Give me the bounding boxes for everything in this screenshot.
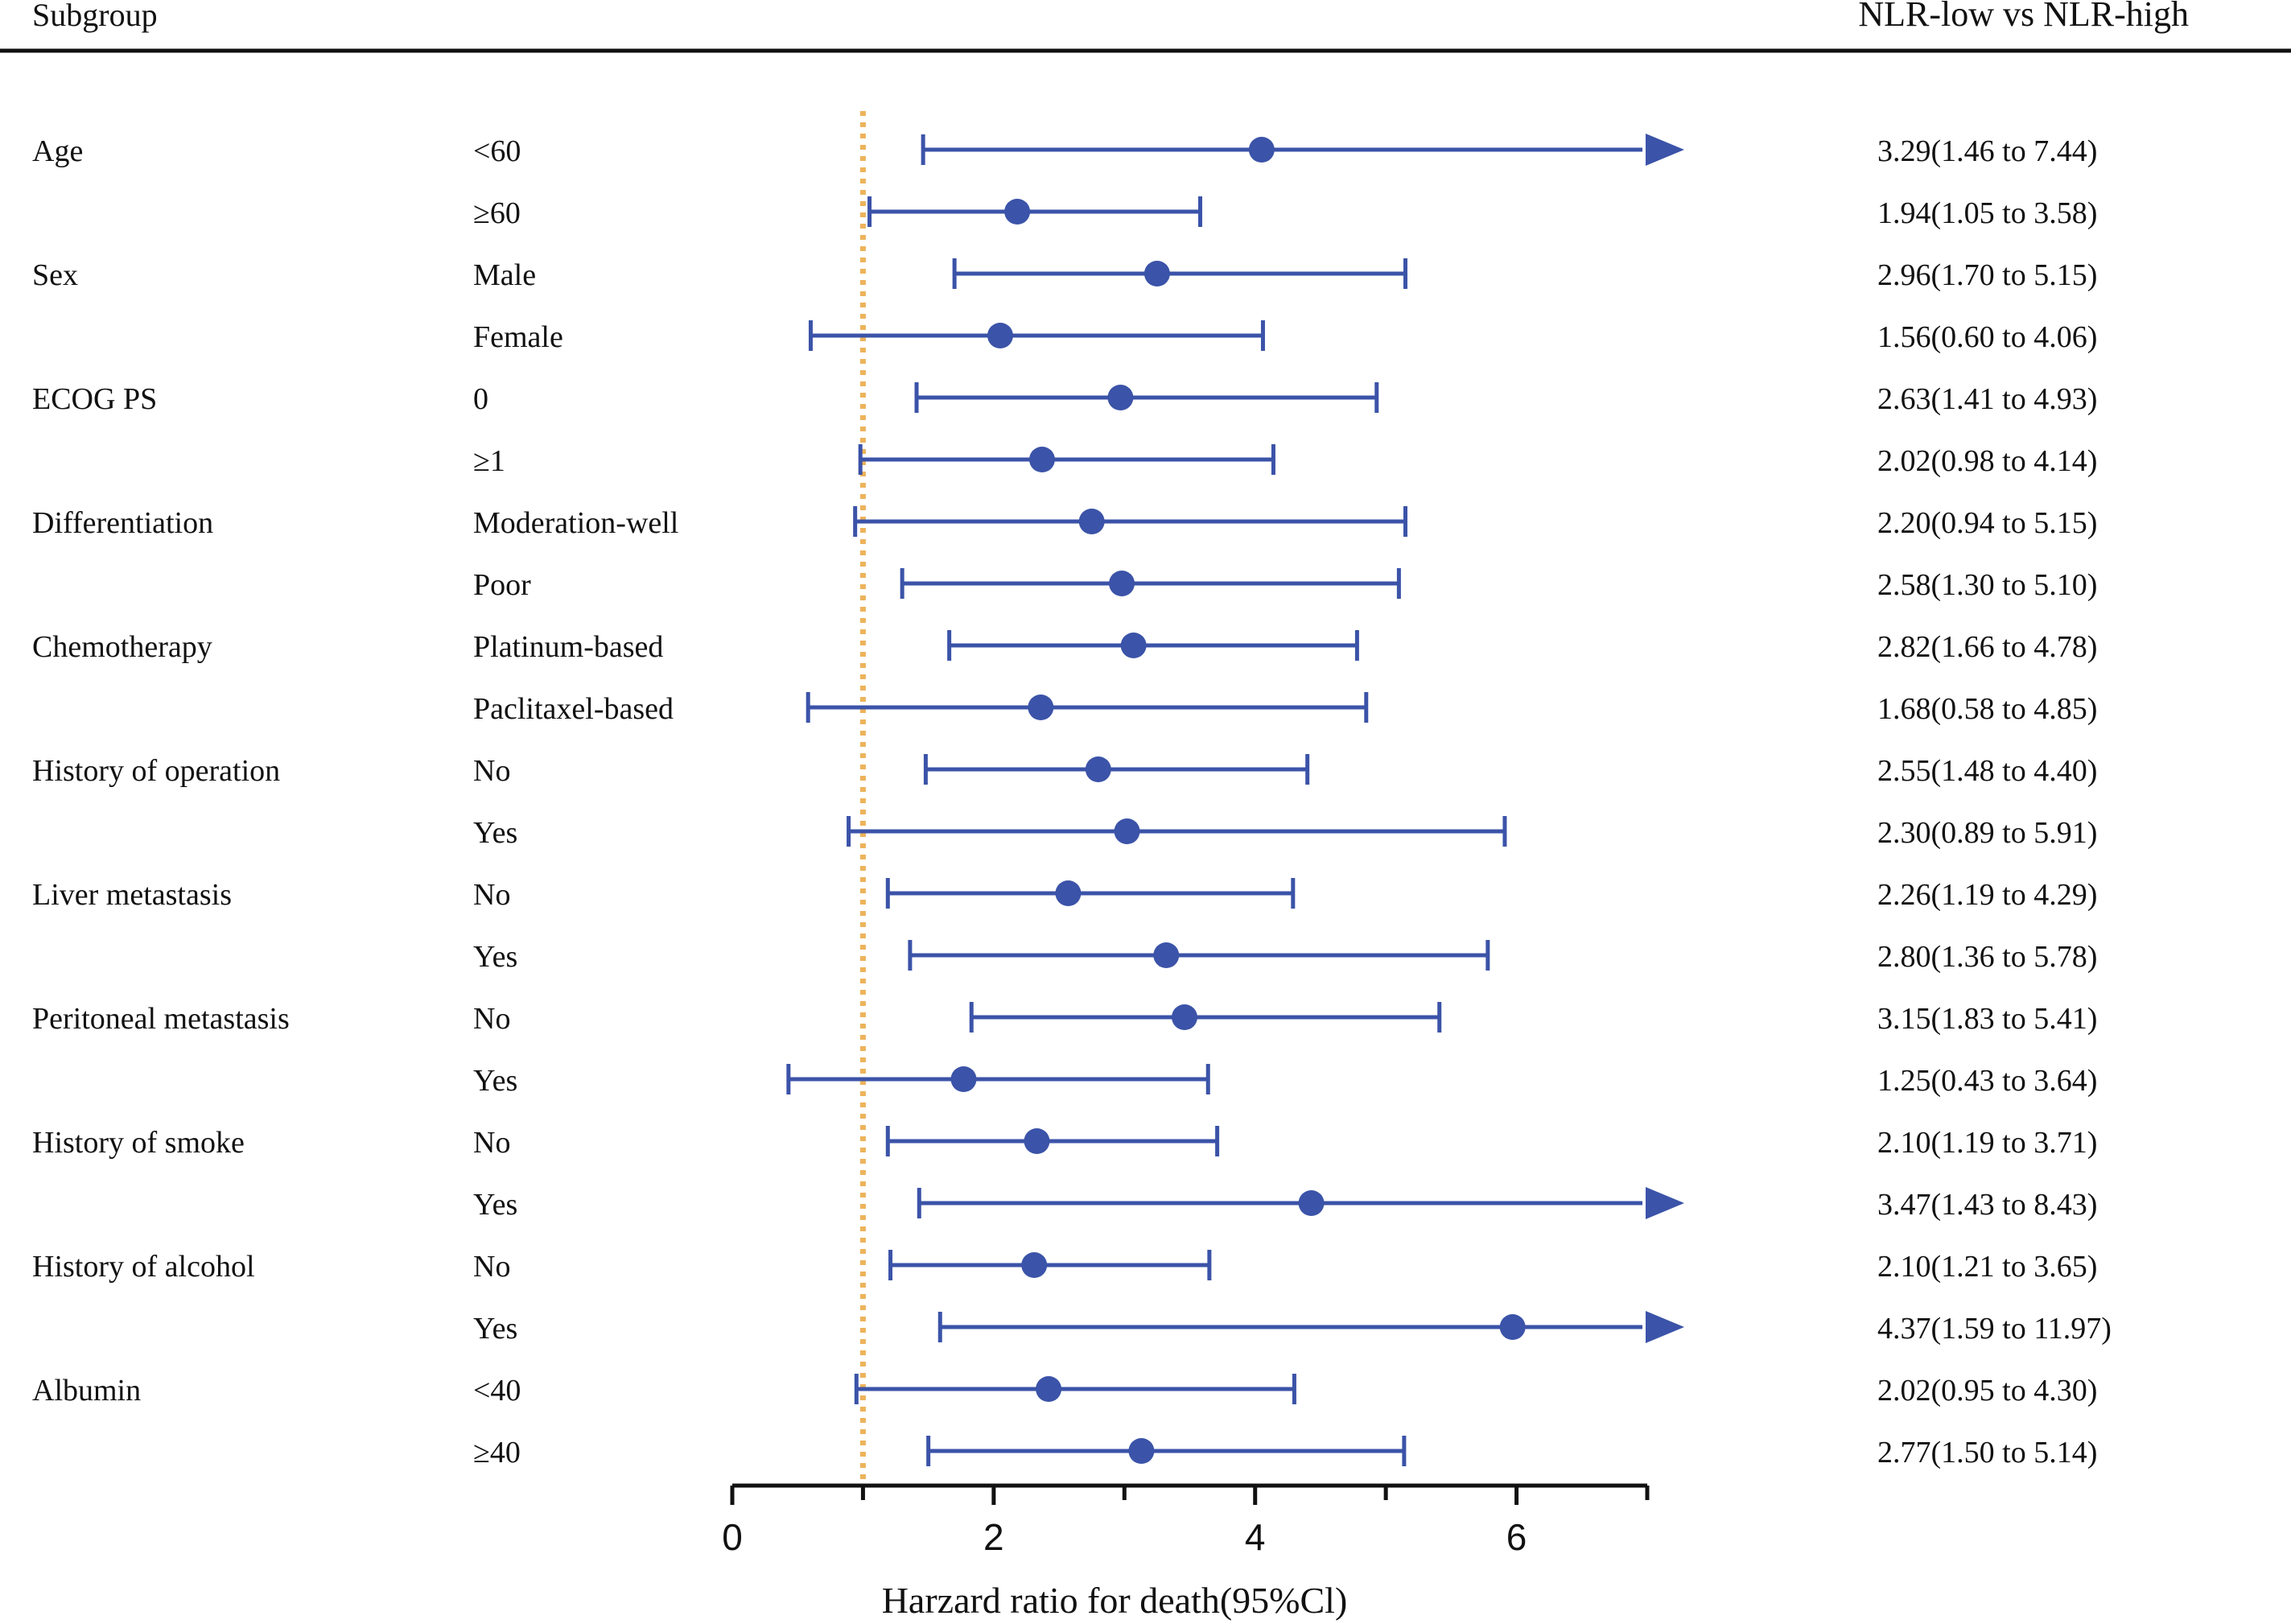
ci-arrow xyxy=(1646,1311,1684,1343)
x-tick-label: 4 xyxy=(1245,1516,1266,1558)
group-label: History of alcohol xyxy=(32,1250,255,1284)
hr-value: 4.37(1.59 to 11.97) xyxy=(1877,1312,2112,1346)
hr-value: 2.20(0.94 to 5.15) xyxy=(1877,506,2097,540)
header-subgroup: Subgroup xyxy=(32,0,158,33)
hr-value: 1.68(0.58 to 4.85) xyxy=(1877,692,2097,726)
point-estimate xyxy=(1085,756,1111,782)
subgroup-label: Platinum-based xyxy=(473,630,663,664)
subgroup-label: Paclitaxel-based xyxy=(473,692,674,726)
hr-value: 2.80(1.36 to 5.78) xyxy=(1877,940,2097,974)
hr-value: 1.25(0.43 to 3.64) xyxy=(1877,1064,2097,1098)
subgroup-label: <40 xyxy=(473,1374,521,1408)
subgroup-label: 0 xyxy=(473,382,488,416)
point-estimate xyxy=(1298,1190,1325,1216)
hr-value: 1.56(0.60 to 4.06) xyxy=(1877,320,2097,354)
point-estimate xyxy=(1004,199,1031,225)
subgroup-label: No xyxy=(473,1126,510,1160)
subgroup-label: Yes xyxy=(473,816,517,850)
subgroup-label: Yes xyxy=(473,940,517,974)
ci-arrow xyxy=(1646,1187,1684,1219)
hr-value: 2.10(1.19 to 3.71) xyxy=(1877,1126,2097,1160)
group-label: Differentiation xyxy=(32,506,213,540)
hr-value: 3.47(1.43 to 8.43) xyxy=(1877,1188,2097,1222)
group-label: Peritoneal metastasis xyxy=(32,1002,290,1036)
point-estimate xyxy=(1021,1252,1048,1278)
subgroup-label: <60 xyxy=(473,134,521,168)
header-comparison: NLR-low vs NLR-high xyxy=(1858,0,2189,34)
hr-value: 2.82(1.66 to 4.78) xyxy=(1877,630,2097,664)
group-label: History of smoke xyxy=(32,1126,245,1160)
hr-value: 2.96(1.70 to 5.15) xyxy=(1877,258,2097,292)
group-label: Chemotherapy xyxy=(32,630,212,664)
point-estimate xyxy=(1109,571,1135,596)
point-estimate xyxy=(950,1066,977,1092)
subgroup-label: Yes xyxy=(473,1188,517,1222)
hr-value: 3.29(1.46 to 7.44) xyxy=(1877,134,2097,168)
group-label: History of operation xyxy=(32,754,280,788)
point-estimate xyxy=(1499,1314,1526,1340)
subgroup-label: No xyxy=(473,1002,510,1036)
subgroup-label: Moderation-well xyxy=(473,506,678,540)
hr-value: 2.02(0.98 to 4.14) xyxy=(1877,444,2097,478)
subgroup-label: No xyxy=(473,878,510,912)
hr-value: 2.58(1.30 to 5.10) xyxy=(1877,568,2097,602)
subgroup-label: Yes xyxy=(473,1312,517,1346)
x-axis: 0 2 4 6 xyxy=(722,1483,1650,1558)
hr-value: 2.63(1.41 to 4.93) xyxy=(1877,382,2097,416)
subgroup-label: Female xyxy=(473,320,563,354)
subgroup-label: Yes xyxy=(473,1064,517,1098)
point-estimate xyxy=(1114,818,1140,844)
subgroup-label: No xyxy=(473,1250,510,1284)
group-label: Liver metastasis xyxy=(32,878,232,912)
x-tick-label: 0 xyxy=(722,1516,743,1558)
point-estimate xyxy=(1024,1128,1050,1154)
point-estimate xyxy=(1248,137,1275,163)
point-estimate xyxy=(1128,1438,1155,1464)
hr-value: 2.02(0.95 to 4.30) xyxy=(1877,1374,2097,1408)
point-estimate xyxy=(1078,509,1105,534)
point-estimate xyxy=(1120,633,1147,658)
x-tick-label: 2 xyxy=(983,1516,1004,1558)
hr-value: 1.94(1.05 to 3.58) xyxy=(1877,196,2097,230)
hr-value: 2.26(1.19 to 4.29) xyxy=(1877,878,2097,912)
point-estimate xyxy=(1028,447,1055,472)
point-estimate xyxy=(1028,695,1054,720)
subgroup-label: No xyxy=(473,754,510,788)
hr-value: 2.55(1.48 to 4.40) xyxy=(1877,754,2097,788)
point-estimate xyxy=(1036,1376,1062,1402)
point-estimate xyxy=(1107,385,1134,410)
point-estimate xyxy=(1055,880,1082,906)
rows-layer: Age <60 3.29(1.46 to 7.44) ≥60 1.94(1.05 to … xyxy=(32,134,2112,1469)
ci-arrow xyxy=(1646,134,1684,166)
x-tick-label: 6 xyxy=(1506,1516,1527,1558)
point-estimate xyxy=(1143,261,1170,286)
point-estimate xyxy=(987,323,1013,348)
subgroup-label: Poor xyxy=(473,568,531,602)
hr-value: 2.77(1.50 to 5.14) xyxy=(1877,1436,2097,1469)
subgroup-label: ≥60 xyxy=(473,196,521,230)
subgroup-label: ≥40 xyxy=(473,1436,521,1469)
group-label: Albumin xyxy=(32,1374,141,1408)
group-label: Age xyxy=(32,134,83,168)
hr-value: 2.30(0.89 to 5.91) xyxy=(1877,816,2097,850)
group-label: ECOG PS xyxy=(32,382,157,416)
subgroup-label: Male xyxy=(473,258,536,292)
point-estimate xyxy=(1172,1004,1198,1030)
hr-value: 2.10(1.21 to 3.65) xyxy=(1877,1250,2097,1284)
group-label: Sex xyxy=(32,258,78,292)
hr-value: 3.15(1.83 to 5.41) xyxy=(1877,1002,2097,1036)
subgroup-label: ≥1 xyxy=(473,444,505,478)
x-axis-label: Harzard ratio for death(95%Cl) xyxy=(882,1580,1348,1621)
point-estimate xyxy=(1153,942,1180,968)
